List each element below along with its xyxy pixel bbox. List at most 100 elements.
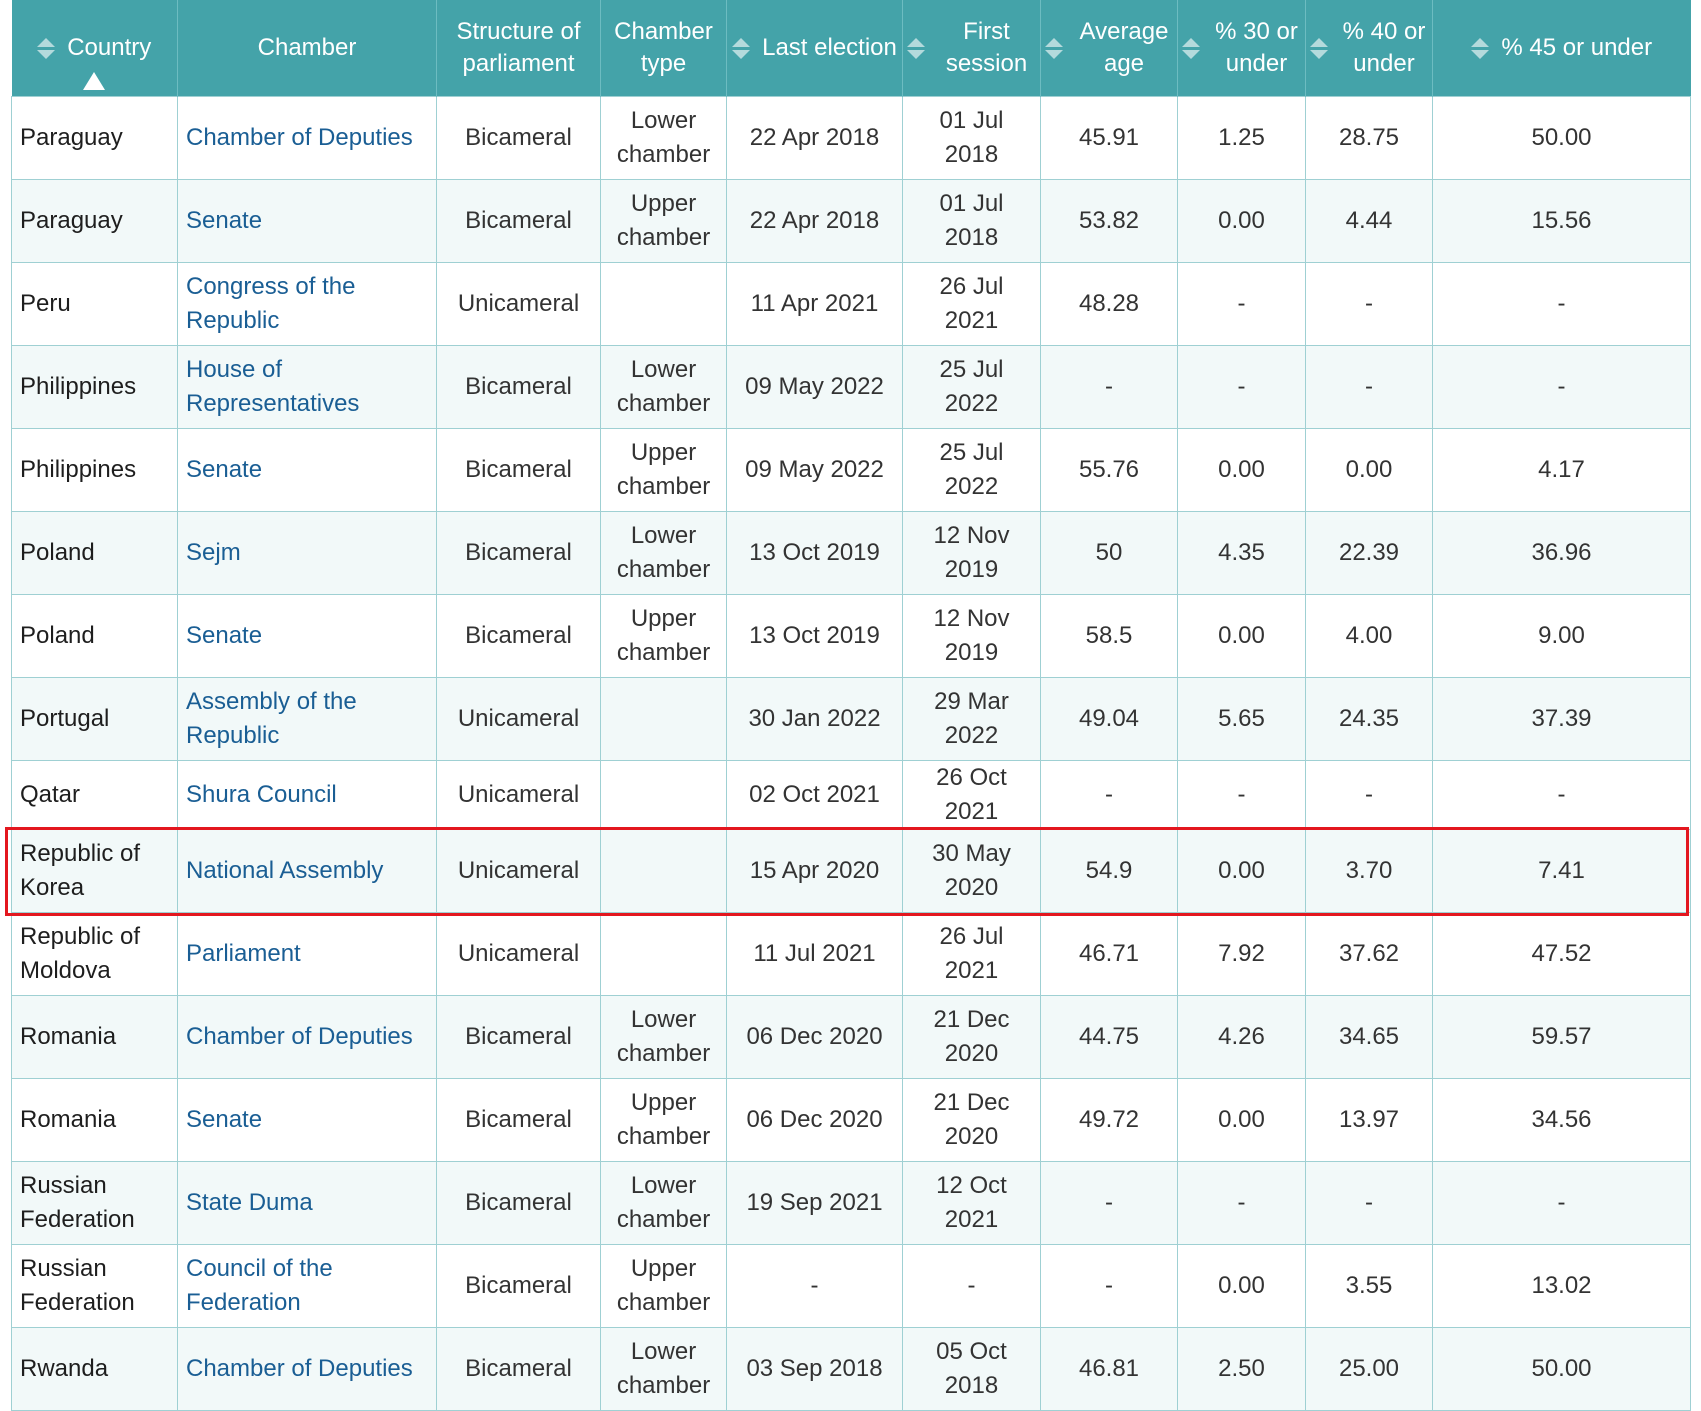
- cell-text: 06 Dec 2020: [746, 1023, 883, 1050]
- sort-icon[interactable]: [1182, 37, 1200, 59]
- sort-icon[interactable]: [37, 37, 56, 59]
- cell-pct40: 34.65: [1305, 995, 1433, 1079]
- cell-last_election: 11 Jul 2021: [726, 912, 903, 996]
- cell-text: 0.00: [1218, 1106, 1265, 1133]
- cell-text: Upper chamber: [616, 605, 711, 666]
- chamber-link[interactable]: House of Representatives: [186, 356, 360, 417]
- cell-pct45: -: [1432, 760, 1691, 830]
- chamber-link[interactable]: Sejm: [186, 539, 241, 566]
- sort-icon[interactable]: [1045, 37, 1063, 59]
- chamber-link[interactable]: Senate: [186, 456, 263, 483]
- cell-text: 26 Jul 2021: [939, 273, 1004, 334]
- sort-up-arrow: [37, 37, 56, 47]
- cell-type: [600, 760, 727, 830]
- cell-text: -: [1105, 1272, 1113, 1299]
- cell-text: Upper chamber: [616, 1089, 711, 1150]
- cell-text: Bicameral: [465, 539, 572, 566]
- cell-country: Poland: [11, 511, 178, 595]
- sort-ascending-icon[interactable]: [83, 72, 106, 90]
- cell-text: Romania: [20, 1106, 117, 1133]
- cell-country: Poland: [11, 594, 178, 678]
- cell-text: 11 Apr 2021: [750, 290, 879, 317]
- column-header-first_session[interactable]: First session: [902, 0, 1041, 97]
- cell-avg_age: 45.91: [1040, 96, 1178, 180]
- column-header-pct40[interactable]: % 40 or under: [1305, 0, 1433, 97]
- cell-pct30: 4.35: [1177, 511, 1306, 595]
- cell-text: 12 Oct 2021: [936, 1172, 1007, 1233]
- chamber-link[interactable]: Chamber of Deputies: [186, 124, 413, 151]
- cell-first_session: 25 Jul 2022: [902, 345, 1041, 429]
- chamber-link[interactable]: Senate: [186, 1106, 263, 1133]
- cell-first_session: 12 Oct 2021: [902, 1161, 1041, 1245]
- column-header-label: % 40 or under: [1342, 18, 1426, 77]
- table-row: Qatar Shura Council Unicameral 02 Oct 2021 2…: [11, 760, 1691, 830]
- cell-text: 19 Sep 2021: [746, 1189, 883, 1216]
- cell-text: 54.9: [1085, 857, 1133, 884]
- column-header-label: First session: [945, 18, 1028, 77]
- column-header-last_election[interactable]: Last election: [726, 0, 903, 97]
- column-header-country[interactable]: Country: [11, 0, 178, 97]
- chamber-link[interactable]: Council of the Federation: [186, 1255, 333, 1316]
- chamber-link[interactable]: State Duma: [186, 1189, 313, 1216]
- chamber-link[interactable]: Shura Council: [186, 781, 337, 808]
- cell-pct30: 0.00: [1177, 594, 1306, 678]
- cell-last_election: 22 Apr 2018: [726, 96, 903, 180]
- cell-text: 49.72: [1078, 1106, 1140, 1133]
- cell-structure: Unicameral: [436, 262, 601, 346]
- cell-text: 0.00: [1218, 207, 1265, 234]
- table-row: Paraguay Chamber of Deputies Bicameral Lowe…: [11, 96, 1691, 180]
- column-header-pct30[interactable]: % 30 or under: [1177, 0, 1306, 97]
- cell-type: Lower chamber: [600, 1161, 727, 1245]
- sort-icon[interactable]: [907, 37, 925, 59]
- cell-pct45: 15.56: [1432, 179, 1691, 263]
- sort-icon[interactable]: [1310, 37, 1328, 59]
- chamber-link[interactable]: Senate: [186, 207, 263, 234]
- cell-pct40: 13.97: [1305, 1078, 1433, 1162]
- cell-type: Lower chamber: [600, 511, 727, 595]
- cell-text: 1.25: [1218, 124, 1265, 151]
- cell-text: 4.00: [1345, 622, 1393, 649]
- table-body: Paraguay Chamber of Deputies Bicameral Lowe…: [11, 96, 1691, 1411]
- cell-pct45: 50.00: [1432, 96, 1691, 180]
- cell-text: 50.00: [1531, 124, 1592, 151]
- cell-text: Poland: [20, 539, 95, 566]
- cell-chamber: Senate: [177, 1078, 437, 1162]
- chamber-link[interactable]: Assembly of the Republic: [186, 688, 357, 749]
- cell-pct30: 2.50: [1177, 1327, 1306, 1411]
- cell-text: -: [1557, 1189, 1566, 1216]
- chamber-link[interactable]: Congress of the Republic: [186, 273, 356, 334]
- column-header-inner: Last election: [731, 0, 898, 96]
- chamber-link[interactable]: Senate: [186, 622, 263, 649]
- chamber-link[interactable]: Parliament: [186, 940, 301, 967]
- chamber-link[interactable]: Chamber of Deputies: [186, 1023, 413, 1050]
- cell-structure: Unicameral: [436, 760, 601, 830]
- cell-country: Republic of Moldova: [11, 912, 178, 996]
- cell-text: 22 Apr 2018: [749, 207, 880, 234]
- cell-text: 29 Mar 2022: [934, 688, 1009, 749]
- table-row: Republic of Moldova Parliament Unicameral 1…: [11, 912, 1691, 996]
- cell-text: Philippines: [20, 373, 137, 400]
- cell-chamber: Council of the Federation: [177, 1244, 437, 1328]
- cell-country: Qatar: [11, 760, 178, 830]
- sort-icon[interactable]: [1471, 37, 1490, 59]
- sort-up-arrow: [907, 37, 925, 47]
- cell-last_election: -: [726, 1244, 903, 1328]
- cell-first_session: 21 Dec 2020: [902, 1078, 1041, 1162]
- cell-first_session: 12 Nov 2019: [902, 511, 1041, 595]
- cell-chamber: House of Representatives: [177, 345, 437, 429]
- cell-text: Bicameral: [465, 373, 572, 400]
- cell-country: Portugal: [11, 677, 178, 761]
- cell-avg_age: 53.82: [1040, 179, 1178, 263]
- cell-text: 4.26: [1218, 1023, 1265, 1050]
- chamber-link[interactable]: National Assembly: [186, 857, 384, 884]
- cell-text: 7.41: [1538, 857, 1585, 884]
- cell-text: -: [1105, 373, 1113, 400]
- sort-icon[interactable]: [732, 37, 751, 59]
- cell-text: 21 Dec 2020: [933, 1089, 1010, 1150]
- cell-text: 13.97: [1338, 1106, 1400, 1133]
- cell-avg_age: -: [1040, 760, 1178, 830]
- column-header-avg_age[interactable]: Average age: [1040, 0, 1178, 97]
- cell-pct40: 24.35: [1305, 677, 1433, 761]
- table-row: Romania Chamber of Deputies Bicameral Lower…: [11, 995, 1691, 1079]
- column-header-pct45[interactable]: % 45 or under: [1432, 0, 1691, 97]
